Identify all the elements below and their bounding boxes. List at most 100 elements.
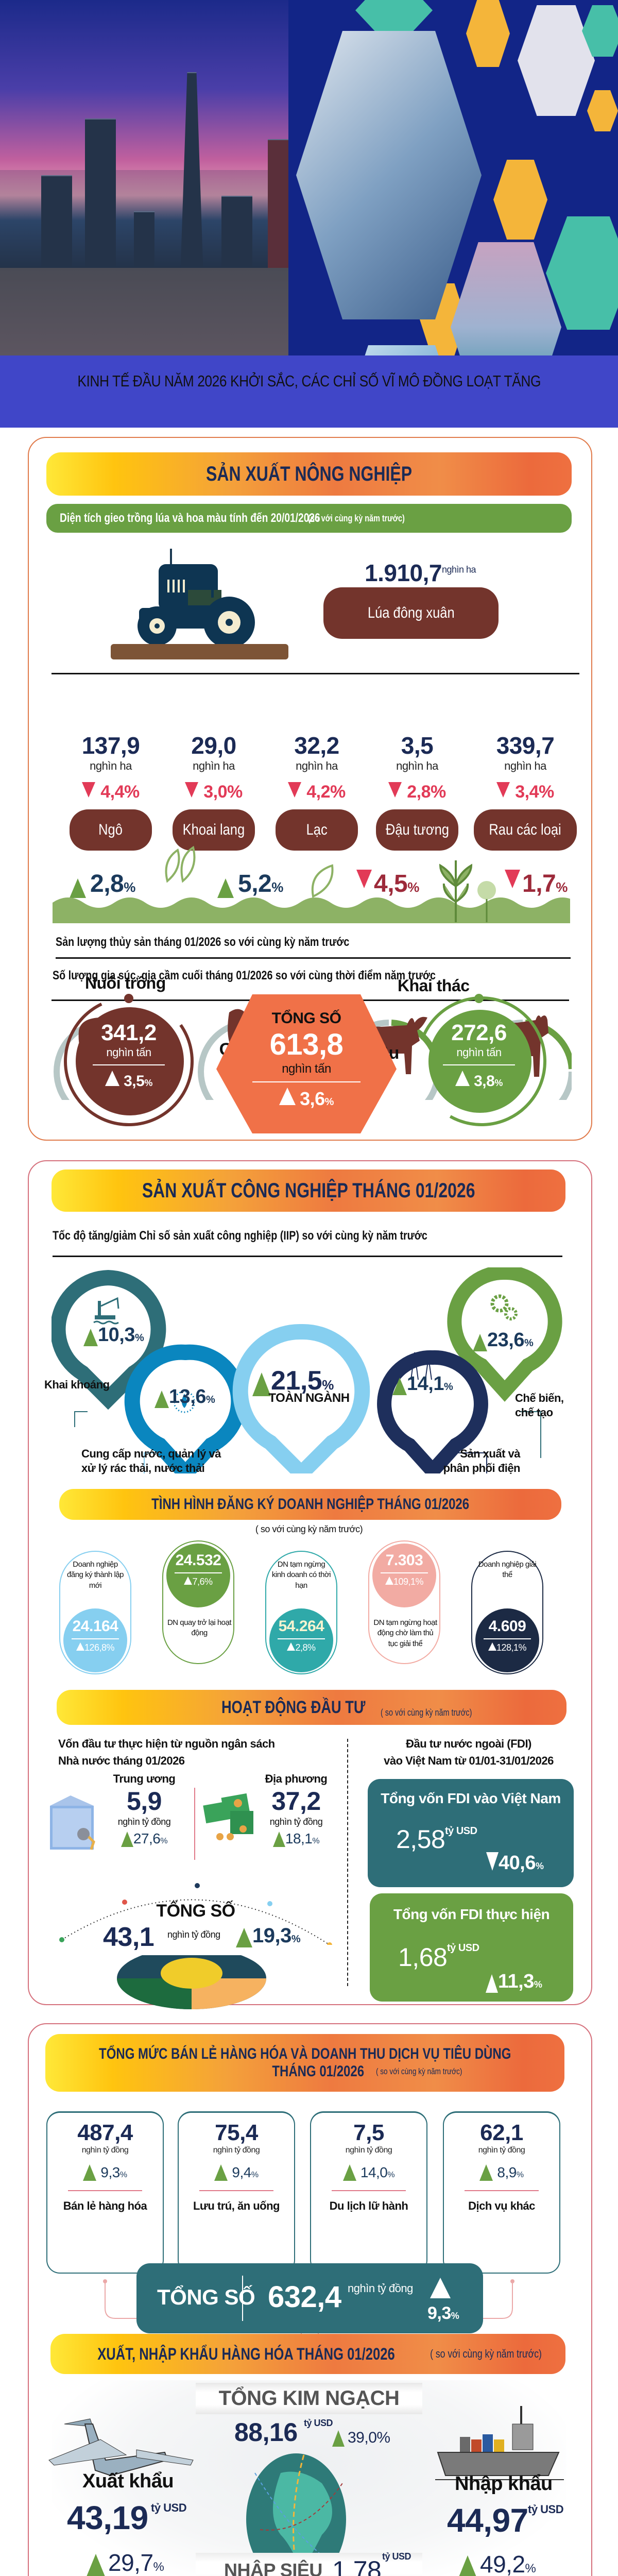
export-label: Xuất khẩu — [82, 2470, 174, 2492]
livestock-change: 4,5% — [356, 870, 419, 898]
port-photo — [451, 242, 561, 355]
turnover-label: TỔNG KIM NGẠCH — [196, 2383, 422, 2414]
crops-row: 137,9 nghìn ha 4,4% Ngô 29,0 nghìn ha 3,… — [67, 732, 582, 851]
retail-cards: 487,4 nghìn tỷ đồng 9,3% Bán lẻ hàng hóa… — [46, 2111, 561, 2274]
crop-card: 32,2 nghìn ha 4,2% Lạc — [273, 732, 360, 851]
divider — [52, 673, 579, 674]
decrease-arrow-icon — [388, 782, 402, 798]
turnover-value: 88,16 — [234, 2418, 298, 2447]
import-unit: tỷ USD — [528, 2503, 564, 2516]
increase-arrow-icon — [217, 878, 234, 898]
business-card: 24.532 7,6% DN quay trở lại hoạt động — [162, 1540, 234, 1664]
trade-deficit-unit: tỷ USD — [382, 2551, 411, 2562]
area-title-bar: Diện tích gieo trồng lúa và hoa màu tính… — [46, 504, 572, 533]
livestock-change: 1,7% — [505, 870, 568, 898]
budget-arc — [59, 1883, 332, 1945]
state-budget-title: Vốn đầu tư thực hiện từ nguồn ngân sách … — [58, 1737, 275, 1767]
leaf-icon — [311, 864, 334, 898]
hexagon-collage — [288, 0, 618, 355]
coin-pie-icon — [117, 1955, 266, 2009]
leaf-icon — [165, 845, 196, 883]
retail-total-card: TỔNG SỐ 632,4 nghìn tỷ đồng 9,3% — [136, 2263, 483, 2333]
retail-card: 487,4 nghìn tỷ đồng 9,3% Bán lẻ hàng hóa — [46, 2111, 164, 2274]
increase-arrow-icon — [214, 2164, 228, 2181]
export-unit: tỷ USD — [151, 2501, 187, 2514]
increase-arrow-icon — [430, 2278, 451, 2298]
iip-label: Cung cấp nước, quản lý và xử lý rác thải… — [81, 1447, 221, 1475]
crop-label-pill: Khoai lang — [173, 809, 255, 851]
globe-icon — [246, 2453, 346, 2576]
increase-arrow-icon — [83, 1329, 98, 1346]
livestock-change: 5,2% — [217, 870, 283, 898]
local-budget: Địa phương 37,2 nghìn tỷ đồng 18,1% — [265, 1772, 328, 1847]
import-value: 44,97 — [447, 2502, 528, 2539]
decrease-arrow-icon — [496, 782, 510, 798]
iip-pin-chart — [52, 1267, 562, 1473]
iip-value: 23,6% — [473, 1329, 534, 1351]
divider — [56, 957, 571, 959]
crop-label-pill: Ngô — [70, 809, 152, 851]
increase-arrow-icon — [236, 1928, 252, 1947]
increase-arrow-icon — [87, 2554, 105, 2576]
industry-header: SẢN XUẤT CÔNG NGHIỆP THÁNG 01/2026 — [52, 1170, 565, 1212]
crop-card: 339,7 nghìn ha 3,4% Rau các loại — [474, 732, 577, 851]
budget-total-change: 19,3% — [236, 1924, 301, 1947]
tractor-icon — [111, 549, 288, 659]
iip-total-value: 21,5% — [252, 1365, 334, 1396]
central-budget: Trung ương 5,9 nghìn tỷ đồng 27,6% — [113, 1772, 176, 1847]
business-note: ( so với cùng kỳ năm trước) — [255, 1524, 363, 1534]
title-band: KINH TẾ ĐẦU NĂM 2026 KHỞI SẮC, CÁC CHỈ S… — [0, 355, 618, 428]
divider — [194, 1788, 195, 1860]
fdi-disbursed-card: Tổng vốn FDI thực hiện 1,68 tỷ USD 11,3% — [370, 1893, 573, 2002]
money-stack-icon — [203, 1793, 253, 1840]
iip-value: 13,6% — [154, 1386, 215, 1408]
increase-arrow-icon — [272, 1832, 285, 1847]
increase-arrow-icon — [473, 1334, 487, 1351]
cargo-plane-icon — [48, 2418, 194, 2477]
retail-card: 7,5 nghìn tỷ đồng 14,0% Du lịch lữ hành — [310, 2111, 427, 2274]
increase-arrow-icon — [83, 2164, 97, 2181]
fishery-total-hexagon — [216, 994, 397, 1133]
budget-total-label: TỔNG SỐ — [156, 1901, 235, 1921]
gears-icon — [490, 1294, 518, 1320]
increase-arrow-icon — [154, 1391, 169, 1408]
decrease-arrow-icon — [356, 870, 372, 888]
trade-deficit-value: 1,78 — [332, 2556, 382, 2576]
iip-label: Chế biến, chế tạo — [515, 1392, 564, 1419]
decrease-arrow-icon — [185, 782, 199, 798]
iip-value: 14,1% — [392, 1373, 453, 1395]
xnk-header: XUẤT, NHẬP KHẨU HÀNG HÓA THÁNG 01/2026 (… — [50, 2334, 565, 2374]
fdi-title: Đầu tư nước ngoài (FDI) vào Việt Nam từ … — [384, 1737, 554, 1767]
rice-label-pill: Lúa đông xuân — [323, 587, 499, 639]
turnover-unit: tỷ USD — [304, 2418, 333, 2428]
increase-arrow-icon — [479, 2164, 493, 2181]
business-card: Doanh nghiệp đăng ký thành lập mới 24.16… — [59, 1551, 131, 1674]
ground-wave — [53, 897, 570, 923]
increase-arrow-icon — [342, 2164, 356, 2181]
crop-label-pill: Lạc — [276, 809, 358, 851]
increase-arrow-icon — [252, 1372, 271, 1396]
iip-label: Khai khoáng — [44, 1378, 110, 1391]
import-label: Nhập khẩu — [455, 2473, 553, 2495]
divider — [53, 1256, 562, 1257]
investment-header: HOẠT ĐỘNG ĐẦU TƯ ( so với cùng kỳ năm tr… — [57, 1690, 566, 1725]
dashed-divider — [347, 1739, 348, 1986]
plant-icon — [439, 860, 496, 922]
turnover-change: 39,0% — [332, 2429, 390, 2447]
import-change: 49,2% — [458, 2550, 536, 2576]
increase-arrow-icon — [332, 2430, 345, 2447]
budget-total-value: 43,1 — [103, 1922, 154, 1952]
rice-area-value: 1.910,7nghìn ha — [365, 560, 476, 586]
oil-rig-icon — [93, 1297, 119, 1325]
business-card: Doanh nghiệp giải thể 4.609 128,1% — [471, 1551, 543, 1674]
increase-arrow-icon — [121, 1832, 133, 1847]
export-value: 43,19 — [67, 2499, 148, 2536]
iip-title: Tốc độ tăng/giảm Chỉ số sản xuất công ng… — [53, 1229, 427, 1243]
cargo-ship-icon — [435, 2406, 564, 2480]
crop-label-pill: Rau các loại — [474, 809, 577, 851]
aquaculture-label: Nuôi trồng — [85, 974, 166, 992]
business-card: 7.303 109,1% DN tạm ngừng hoạt động chờ … — [368, 1540, 440, 1664]
retail-card: 75,4 nghìn tỷ đồng 9,4% Lưu trú, ăn uống — [178, 2111, 295, 2274]
bank-safe-icon — [50, 1795, 95, 1850]
livestock-change: 2,8% — [70, 870, 135, 898]
